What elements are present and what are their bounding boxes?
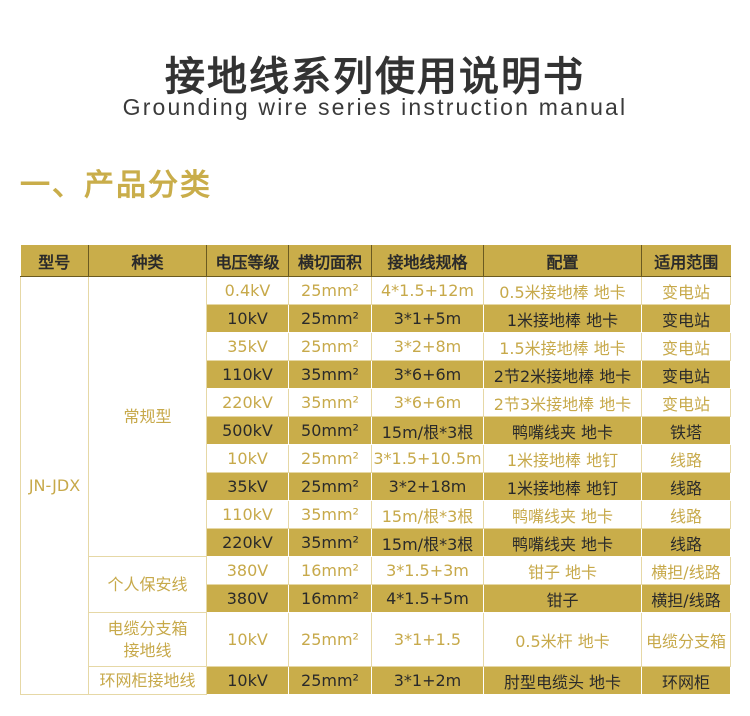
table-cell: 3*1.5+3m xyxy=(371,556,484,585)
table-cell: 25mm² xyxy=(288,304,372,333)
table-cell: 25mm² xyxy=(288,666,372,695)
table-cell: 3*1+5m xyxy=(371,304,484,333)
table-cell: 变电站 xyxy=(641,388,731,417)
table-cell: 220kV xyxy=(206,388,289,417)
table-row: 35kV 25mm² 3*2+18m 1米接地棒 地钉 线路 xyxy=(21,472,731,501)
table-cell: 25mm² xyxy=(288,444,372,473)
table-cell: 35mm² xyxy=(288,388,372,417)
table-row: 380V 16mm² 4*1.5+5m 钳子 横担/线路 xyxy=(21,584,731,613)
table-cell: 钳子 地卡 xyxy=(483,556,642,585)
table-row: 110kV 35mm² 15m/根*3根 鸭嘴线夹 地卡 线路 xyxy=(21,500,731,529)
table-cell: 0.5米杆 地卡 xyxy=(483,612,642,667)
table-cell: 0.4kV xyxy=(206,276,289,305)
type-cell: 常规型 xyxy=(88,276,207,557)
table-cell: 铁塔 xyxy=(641,416,731,445)
table-row: 35kV 25mm² 3*2+8m 1.5米接地棒 地卡 变电站 xyxy=(21,332,731,361)
table-cell: 25mm² xyxy=(288,472,372,501)
column-header: 配置 xyxy=(483,245,642,277)
column-header: 接地线规格 xyxy=(371,245,484,277)
table-cell: 35mm² xyxy=(288,500,372,529)
table-cell: 线路 xyxy=(641,528,731,557)
table-cell: 3*1+2m xyxy=(371,666,484,695)
table-cell: 变电站 xyxy=(641,360,731,389)
table-cell: 35mm² xyxy=(288,360,372,389)
table-cell: 0.5米接地棒 地卡 xyxy=(483,276,642,305)
table-cell: 3*6+6m xyxy=(371,360,484,389)
table-cell: 1米接地棒 地钉 xyxy=(483,472,642,501)
table-cell: 10kV xyxy=(206,304,289,333)
table-cell: 10kV xyxy=(206,612,289,667)
column-header: 电压等级 xyxy=(206,245,289,277)
table-cell: 1米接地棒 地钉 xyxy=(483,444,642,473)
column-header: 横切面积 xyxy=(288,245,372,277)
table-cell: 肘型电缆头 地卡 xyxy=(483,666,642,695)
table-cell: 4*1.5+5m xyxy=(371,584,484,613)
table-cell: 220kV xyxy=(206,528,289,557)
column-header: 种类 xyxy=(88,245,207,277)
product-table: 型号 种类 电压等级 横切面积 接地线规格 配置 适用范围 JN-JDX 常规型 0.4kV 25… xyxy=(20,245,731,695)
table-cell: 横担/线路 xyxy=(641,556,731,585)
table-row: 110kV 35mm² 3*6+6m 2节2米接地棒 地卡 变电站 xyxy=(21,360,731,389)
model-cell: JN-JDX xyxy=(20,276,89,695)
table-row: 个人保安线 380V 16mm² 3*1.5+3m 钳子 地卡 横担/线路 xyxy=(21,556,731,613)
table-cell: 15m/根*3根 xyxy=(371,500,484,529)
table-cell: 16mm² xyxy=(288,556,372,585)
column-header: 适用范围 xyxy=(641,245,731,277)
type-cell: 个人保安线 xyxy=(88,556,207,613)
table-cell: 线路 xyxy=(641,444,731,473)
table-cell: 线路 xyxy=(641,472,731,501)
table-cell: 15m/根*3根 xyxy=(371,528,484,557)
page-title: 接地线系列使用说明书 xyxy=(165,54,585,100)
table-cell: 110kV xyxy=(206,500,289,529)
table-cell: 25mm² xyxy=(288,276,372,305)
table-cell: 2节2米接地棒 地卡 xyxy=(483,360,642,389)
table-cell: 25mm² xyxy=(288,332,372,361)
table-cell: 10kV xyxy=(206,666,289,695)
table-cell: 横担/线路 xyxy=(641,584,731,613)
table-cell: 钳子 xyxy=(483,584,642,613)
table-cell: 16mm² xyxy=(288,584,372,613)
table-row: JN-JDX 常规型 0.4kV 25mm² 4*1.5+12m 0.5米接地棒 地卡 变电… xyxy=(20,276,731,695)
table-cell: 3*2+18m xyxy=(371,472,484,501)
table-cell: 25mm² xyxy=(288,612,372,667)
table-cell: 35mm² xyxy=(288,528,372,557)
table-cell: 1.5米接地棒 地卡 xyxy=(483,332,642,361)
table-row: 220kV 35mm² 15m/根*3根 鸭嘴线夹 地卡 线路 xyxy=(21,528,731,557)
table-row: 电缆分支箱接地线 10kV 25mm² 3*1+1.5 0.5米杆 地卡 电缆分支箱 xyxy=(21,612,731,667)
table-cell: 4*1.5+12m xyxy=(371,276,484,305)
table-cell: 35kV xyxy=(206,332,289,361)
table-cell: 3*2+8m xyxy=(371,332,484,361)
table-cell: 3*1.5+10.5m xyxy=(371,444,484,473)
table-cell: 500kV xyxy=(206,416,289,445)
column-header: 型号 xyxy=(20,245,89,277)
table-row: 10kV 25mm² 3*1+5m 1米接地棒 地卡 变电站 xyxy=(21,304,731,333)
table-cell: 380V xyxy=(206,584,289,613)
table-cell: 1米接地棒 地卡 xyxy=(483,304,642,333)
table-row: 环网柜接地线 10kV 25mm² 3*1+2m 肘型电缆头 地卡 环网柜 xyxy=(21,666,731,695)
type-cell: 电缆分支箱接地线 xyxy=(88,612,207,667)
table-cell: 鸭嘴线夹 地卡 xyxy=(483,528,642,557)
table-cell: 变电站 xyxy=(641,304,731,333)
table-cell: 35kV xyxy=(206,472,289,501)
table-cell: 3*1+1.5 xyxy=(371,612,484,667)
table-cell: 线路 xyxy=(641,500,731,529)
table-cell: 110kV xyxy=(206,360,289,389)
table-header: 型号 种类 电压等级 横切面积 接地线规格 配置 适用范围 xyxy=(20,245,731,277)
table-cell: 15m/根*3根 xyxy=(371,416,484,445)
table-cell: 环网柜 xyxy=(641,666,731,695)
table-cell: 鸭嘴线夹 地卡 xyxy=(483,500,642,529)
table-cell: 10kV xyxy=(206,444,289,473)
table-cell: 2节3米接地棒 地卡 xyxy=(483,388,642,417)
table-cell: 50mm² xyxy=(288,416,372,445)
table-cell: 电缆分支箱 xyxy=(641,612,731,667)
table-cell: 鸭嘴线夹 地卡 xyxy=(483,416,642,445)
table-row: 10kV 25mm² 3*1.5+10.5m 1米接地棒 地钉 线路 xyxy=(21,444,731,473)
type-cell: 环网柜接地线 xyxy=(88,666,207,695)
section-heading: 一、产品分类 xyxy=(20,168,212,203)
page-subtitle: Grounding wire series instruction manual xyxy=(122,94,628,120)
table-cell: 变电站 xyxy=(641,276,731,305)
table-cell: 380V xyxy=(206,556,289,585)
table-cell: 3*6+6m xyxy=(371,388,484,417)
table-cell: 变电站 xyxy=(641,332,731,361)
